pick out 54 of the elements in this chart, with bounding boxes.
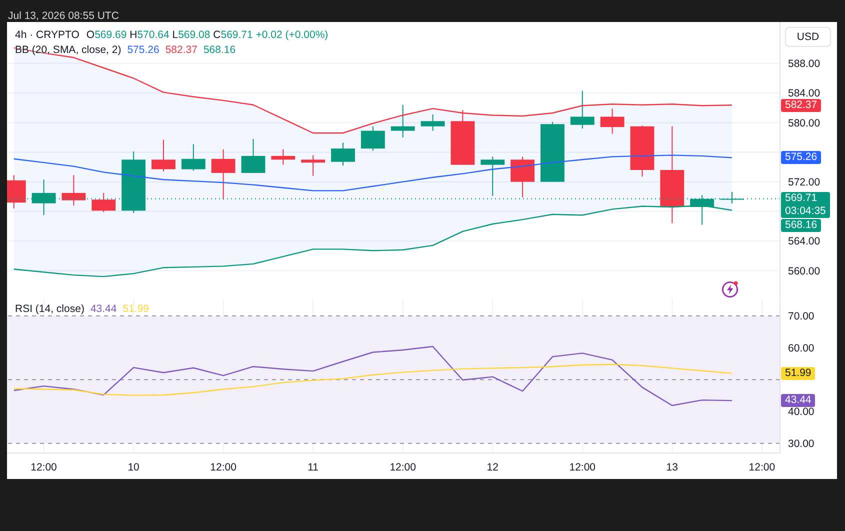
candlestick — [271, 148, 296, 166]
x-tick-label: 10 — [128, 461, 140, 474]
y-tick-label: 564.00 — [788, 236, 820, 248]
x-tick-label: 12:00 — [390, 461, 416, 474]
text: 568.16 — [785, 219, 818, 232]
annotation: RSI (14, close) — [15, 303, 84, 315]
candlestick — [510, 156, 535, 198]
x-tick-label: 12:00 — [30, 461, 58, 474]
candlestick — [92, 192, 116, 213]
text: Jul 13, 2026 08:55 UTC — [8, 10, 119, 22]
y-tick-label: 70.00 — [788, 310, 814, 323]
x-tick-label: 12 — [486, 461, 499, 474]
line-series — [13, 154, 733, 192]
y-tick-label: 572.00 — [788, 176, 820, 189]
text: 4h · CRYPTO — [15, 29, 80, 41]
annotation: 43.44 — [90, 303, 117, 315]
candlestick — [152, 139, 176, 172]
x-tick-label: 11 — [308, 461, 319, 474]
candlestick — [600, 108, 624, 134]
y-axis-title: USD — [796, 31, 820, 43]
candlestick — [420, 114, 445, 132]
candlestick — [390, 104, 415, 138]
candlestick — [331, 142, 355, 166]
x-tick-label: 12:00 — [748, 461, 776, 474]
x-tick-label: 13 — [666, 461, 678, 474]
y-tick-label: 60.00 — [788, 342, 814, 354]
annotation: 51.99 — [122, 303, 150, 315]
text: 582.37 — [165, 44, 198, 56]
x-tick-label: 12:00 — [569, 461, 596, 474]
annotation: 575.26 — [127, 44, 160, 56]
text: 43.44 — [785, 394, 812, 408]
candlestick — [211, 148, 236, 200]
y-tick-label: 580.00 — [788, 117, 820, 130]
ref-line-label: 569.71 03:04:35 — [785, 192, 826, 218]
annotation: 568.16 — [203, 44, 236, 56]
x-tick-label: 12:00 — [210, 461, 237, 474]
candlestick — [570, 90, 594, 130]
text: 575.26 — [785, 151, 818, 164]
line-series — [13, 346, 733, 406]
y-tick-label: 560.00 — [788, 265, 820, 278]
line-series — [13, 364, 733, 396]
candlestick — [241, 138, 266, 174]
y-tick-label: 40.00 — [788, 406, 814, 418]
y-tick-label: 588.00 — [788, 58, 820, 70]
candlestick — [360, 126, 385, 152]
text: 582.37 — [785, 98, 818, 112]
y-tick-label: 584.00 — [788, 88, 820, 100]
y-tick-label: 30.00 — [788, 438, 814, 450]
candlestick — [181, 144, 206, 172]
candlestick — [62, 174, 86, 206]
text: O569.69 H570.64 L569.08 C569.71 +0.02 (+0.00%) — [86, 29, 328, 41]
candlestick — [301, 154, 326, 176]
candlestick — [480, 156, 505, 196]
text: 51.99 — [785, 366, 812, 380]
